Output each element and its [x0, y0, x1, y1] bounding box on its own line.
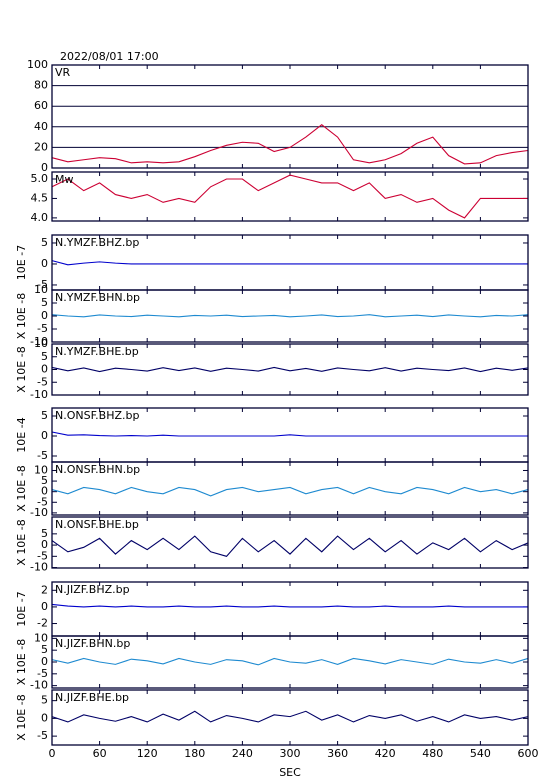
- y-tick-label: 0: [41, 600, 48, 613]
- panel-frame: [51, 343, 529, 396]
- series-name: N.JIZF.BHZ.bp: [55, 583, 130, 596]
- y-tick-label: 40: [34, 120, 48, 133]
- y-tick-label: 20: [34, 140, 48, 153]
- x-tick-label: 360: [327, 747, 348, 760]
- y-tick-label: 4.0: [31, 211, 49, 224]
- y-tick-label: 0: [41, 309, 48, 322]
- series-line: [51, 260, 528, 266]
- y-tick-label: 5: [41, 643, 48, 656]
- y-tick-label: 60: [34, 99, 48, 112]
- y-tick-label: 10: [34, 631, 48, 644]
- y-tick-label: 0: [41, 429, 48, 442]
- series-line: [51, 603, 528, 608]
- series-name: Mw: [55, 173, 74, 186]
- y-tick-label: -10: [30, 388, 48, 401]
- panel-frame: [51, 289, 529, 343]
- panel-frame: [51, 635, 529, 689]
- series-line: [51, 431, 528, 437]
- series-name: N.YMZF.BHZ.bp: [55, 236, 139, 249]
- y-tick-label: 5: [41, 527, 48, 540]
- y-tick-label: -5: [37, 549, 48, 562]
- y-axis-label: X 10E -8: [15, 293, 28, 339]
- x-tick-label: 0: [49, 747, 56, 760]
- panel-frame: [51, 64, 529, 169]
- y-tick-label: 2: [41, 583, 48, 596]
- y-tick-label: 5.0: [31, 172, 49, 185]
- series-name: N.ONSF.BHN.bp: [55, 463, 140, 476]
- y-tick-label: -5: [37, 375, 48, 388]
- series-name: N.JIZF.BHN.bp: [55, 637, 130, 650]
- x-tick-label: 480: [422, 747, 443, 760]
- x-tick-label: 300: [280, 747, 301, 760]
- series-name: N.ONSF.BHE.bp: [55, 518, 139, 531]
- series-name: N.YMZF.BHN.bp: [55, 291, 140, 304]
- y-tick-label: -10: [30, 561, 48, 574]
- y-tick-label: 0: [41, 363, 48, 376]
- x-tick-label: 420: [375, 747, 396, 760]
- y-tick-label: 0: [41, 711, 48, 724]
- series-line: [51, 124, 529, 165]
- series-line: [51, 535, 529, 557]
- series-name: VR: [55, 66, 71, 79]
- y-tick-label: 5: [41, 350, 48, 363]
- y-tick-label: 10: [34, 283, 48, 296]
- y-tick-label: 0: [41, 257, 48, 270]
- y-tick-label: 80: [34, 79, 48, 92]
- y-tick-label: -10: [30, 506, 48, 519]
- y-tick-label: 100: [27, 58, 48, 71]
- x-tick-label: 180: [184, 747, 205, 760]
- y-tick-label: 0: [41, 485, 48, 498]
- x-axis-label: SEC: [279, 766, 301, 779]
- y-tick-label: -5: [37, 729, 48, 742]
- x-tick-label: 60: [93, 747, 107, 760]
- x-tick-label: 240: [232, 747, 253, 760]
- y-tick-label: 10: [34, 463, 48, 476]
- y-tick-label: -5: [37, 278, 48, 291]
- series-name: N.YMZF.BHE.bp: [55, 345, 139, 358]
- y-axis-label: 10E -7: [15, 245, 28, 280]
- chart-title: 2022/08/01 17:00: [60, 50, 159, 63]
- y-tick-label: -10: [30, 335, 48, 348]
- y-axis-label: 10E -7: [15, 591, 28, 626]
- y-tick-label: 5: [41, 296, 48, 309]
- x-tick-label: 600: [518, 747, 539, 760]
- y-tick-label: 0: [41, 161, 48, 174]
- y-axis-label: X 10E -8: [15, 465, 28, 511]
- y-tick-label: -5: [37, 667, 48, 680]
- series-name: N.JIZF.BHE.bp: [55, 691, 129, 704]
- y-tick-label: 5: [41, 236, 48, 249]
- y-tick-label: 0: [41, 538, 48, 551]
- y-tick-label: -5: [37, 322, 48, 335]
- y-axis-label: X 10E -8: [15, 346, 28, 392]
- y-tick-label: 0: [41, 655, 48, 668]
- panel-frame: [51, 461, 529, 516]
- y-tick-label: -10: [30, 679, 48, 692]
- series-line: [51, 486, 529, 497]
- y-axis-label: X 10E -8: [15, 694, 28, 740]
- panel-frame: [51, 689, 529, 746]
- y-tick-label: -2: [37, 617, 48, 630]
- y-tick-label: -5: [37, 495, 48, 508]
- y-tick-label: -5: [37, 449, 48, 462]
- y-tick-label: 5: [41, 694, 48, 707]
- y-tick-label: 5: [41, 474, 48, 487]
- panel-frame: [51, 516, 529, 569]
- series-name: N.ONSF.BHZ.bp: [55, 409, 139, 422]
- series-line: [51, 366, 529, 373]
- y-axis-label: X 10E -8: [15, 639, 28, 685]
- series-line: [51, 174, 528, 219]
- series-line: [51, 314, 529, 318]
- series-line: [51, 710, 529, 723]
- x-tick-label: 540: [470, 747, 491, 760]
- y-tick-label: 5: [41, 409, 48, 422]
- series-line: [51, 657, 529, 666]
- panel-frame: [51, 171, 529, 222]
- x-tick-label: 120: [137, 747, 158, 760]
- y-axis-label: 10E -4: [15, 417, 28, 452]
- y-axis-label: X 10E -8: [15, 519, 28, 565]
- y-tick-label: 4.5: [31, 191, 49, 204]
- y-tick-label: 10: [34, 337, 48, 350]
